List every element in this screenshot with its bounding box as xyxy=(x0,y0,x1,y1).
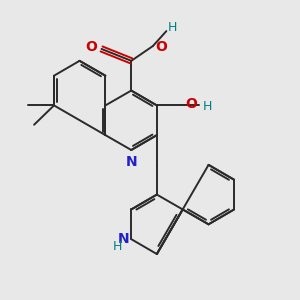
Text: H: H xyxy=(168,21,177,34)
Text: H: H xyxy=(202,100,212,113)
Text: O: O xyxy=(155,40,167,55)
Text: N: N xyxy=(125,155,137,169)
Text: O: O xyxy=(185,97,197,111)
Text: O: O xyxy=(85,40,97,55)
Text: H: H xyxy=(113,240,123,253)
Text: N: N xyxy=(117,232,129,246)
